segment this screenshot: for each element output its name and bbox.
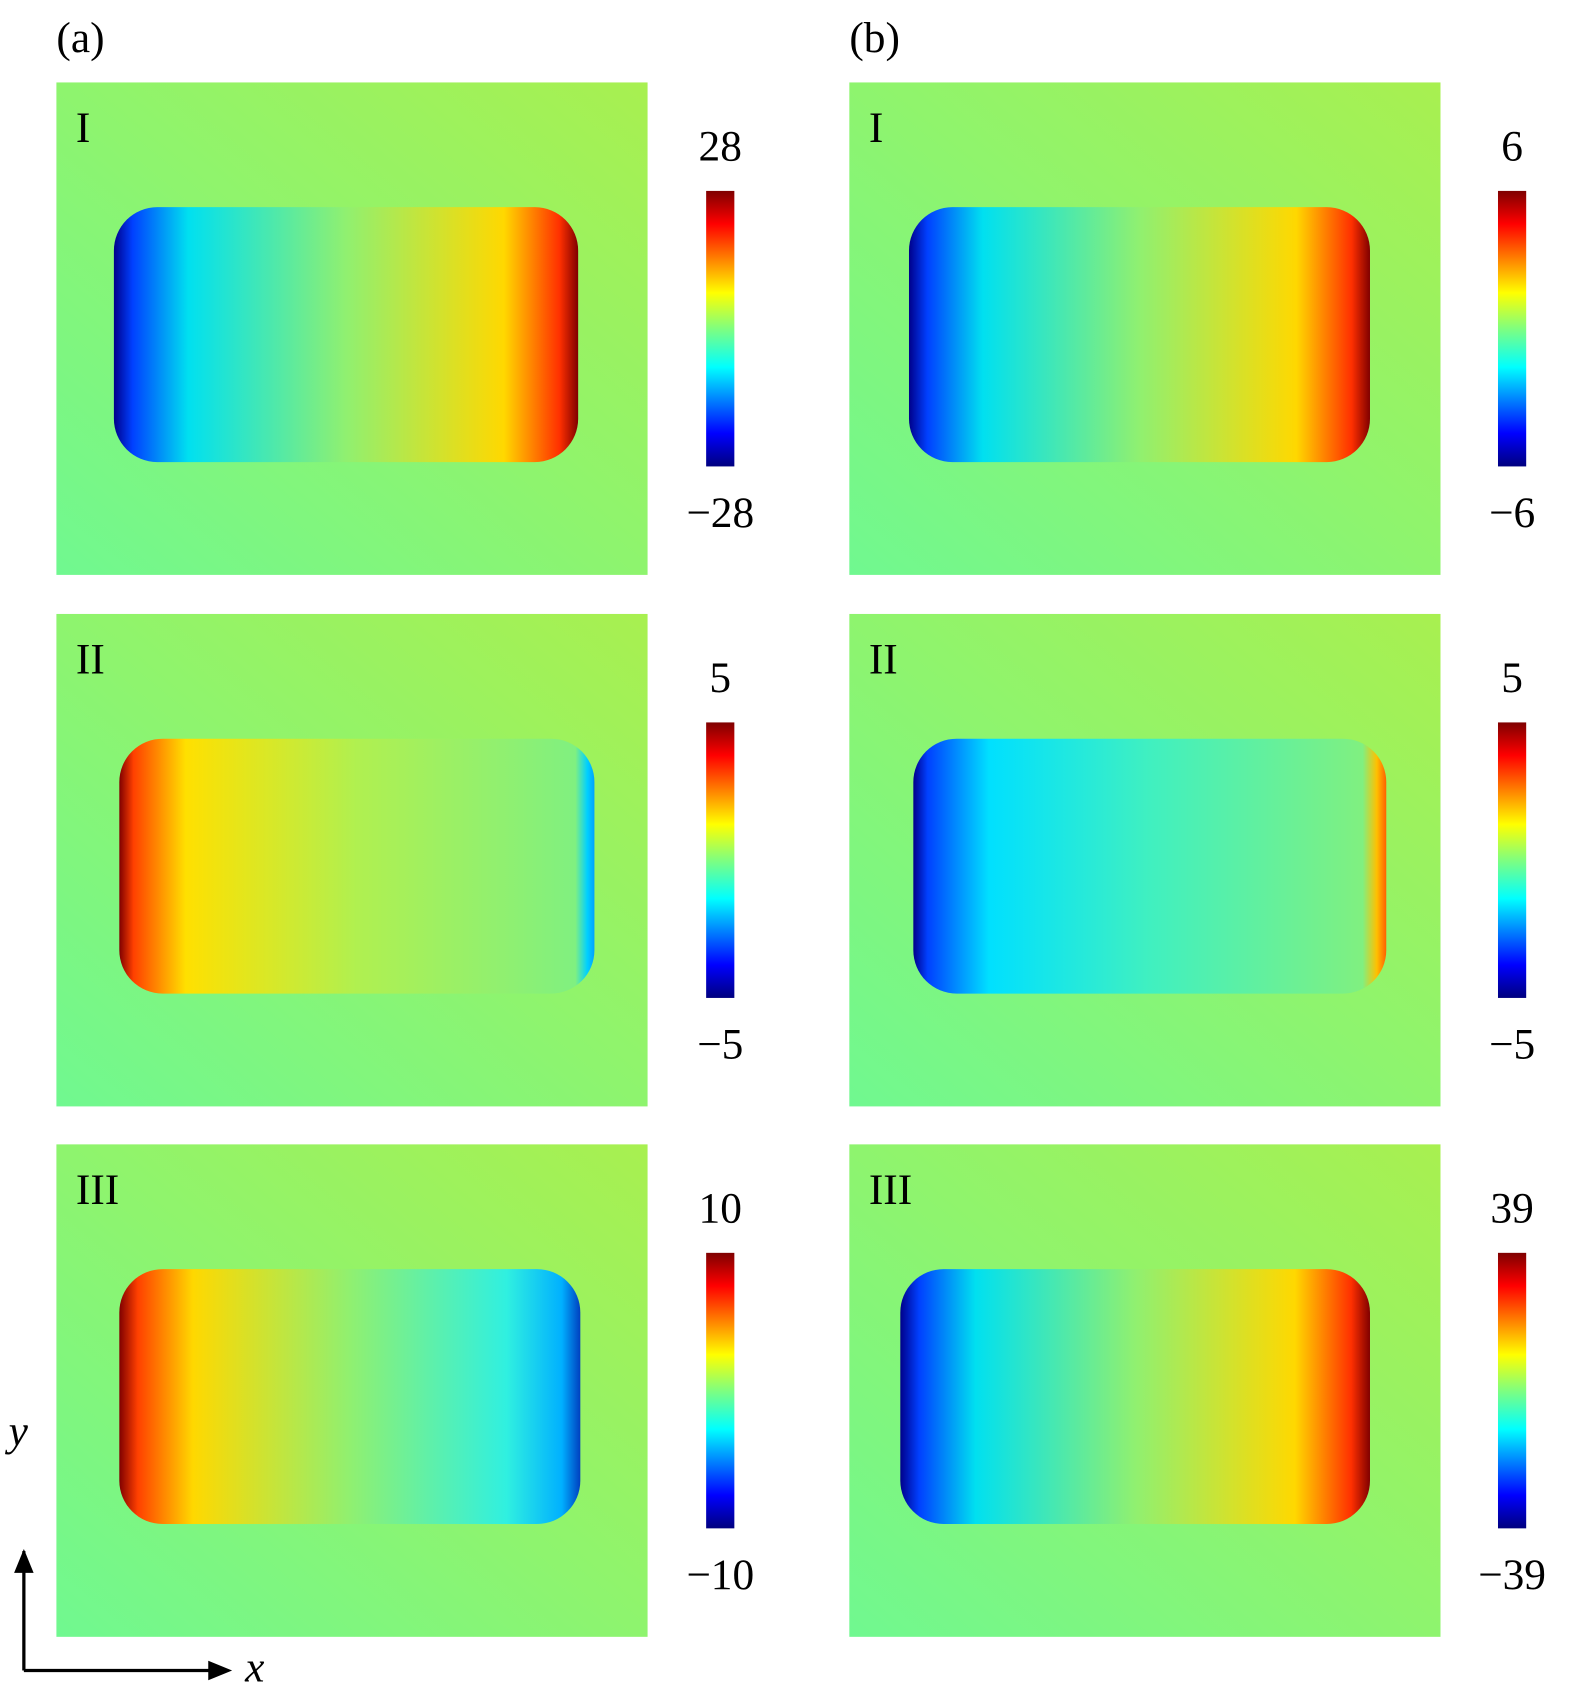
field-region xyxy=(900,1269,1370,1525)
panel-label: II xyxy=(76,636,105,684)
colorbar-min: −5 xyxy=(1489,1021,1535,1069)
colorbar-min: −6 xyxy=(1489,489,1535,537)
colorbar-max: 28 xyxy=(699,123,742,171)
panel-label: II xyxy=(869,636,898,684)
column-label: (b) xyxy=(849,14,900,62)
colorbar xyxy=(1497,722,1527,998)
field-region xyxy=(119,738,595,994)
field-region xyxy=(113,207,579,463)
field-region xyxy=(913,738,1387,994)
column-label: (a) xyxy=(56,14,104,62)
colorbar-min: −28 xyxy=(686,489,754,537)
colorbar xyxy=(706,190,735,467)
colorbar-max: 6 xyxy=(1501,123,1523,171)
colorbar xyxy=(1497,190,1527,467)
colorbar-max: 5 xyxy=(709,654,731,702)
colorbar-max: 10 xyxy=(699,1184,742,1232)
field-region xyxy=(119,1269,581,1525)
field-region xyxy=(908,207,1370,463)
panel-label: I xyxy=(76,104,90,152)
y-axis-label: y xyxy=(5,1407,29,1455)
colorbar xyxy=(706,1252,735,1529)
colorbar-min: −10 xyxy=(686,1551,754,1599)
colorbar xyxy=(1497,1252,1527,1529)
colorbar-min: −5 xyxy=(697,1021,743,1069)
panel-label: III xyxy=(869,1166,912,1214)
axes-indicator: y x xyxy=(5,1407,265,1691)
panel-label: I xyxy=(869,104,883,152)
colorbar-max: 39 xyxy=(1490,1184,1533,1232)
colorbar-max: 5 xyxy=(1501,654,1523,702)
x-axis-label: x xyxy=(244,1643,264,1691)
colorbar xyxy=(706,722,735,998)
colorbar-min: −39 xyxy=(1478,1551,1546,1599)
panel-label: III xyxy=(76,1166,119,1214)
